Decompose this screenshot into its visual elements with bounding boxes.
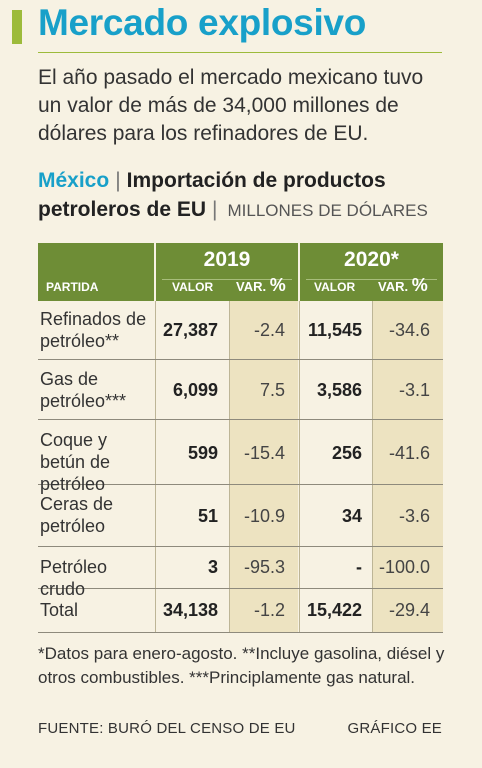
- row-label-ceras: Ceras de petróleo: [40, 494, 114, 536]
- col-header-pct-2019: %: [269, 275, 286, 295]
- header-divider-2019: [162, 279, 292, 280]
- units-label: MILLONES DE DÓLARES: [227, 201, 428, 220]
- source-line: FUENTE: BURÓ DEL CENSO DE EU: [38, 720, 296, 737]
- var-2019-coque: -15.4: [243, 443, 285, 463]
- row-label-crudo: Petróleo crudo: [40, 557, 108, 599]
- col-header-partida: PARTIDA: [46, 280, 99, 294]
- var-2019-gas: 7.5: [259, 380, 285, 400]
- value-2020-total: 15,422: [306, 600, 362, 620]
- col-header-valor-2020: VALOR: [314, 280, 356, 294]
- col-header-var-2019: VAR. %: [236, 275, 286, 296]
- lede-paragraph: El año pasado el mercado mexicano tuvo u…: [38, 66, 424, 145]
- var-2020-total: -29.4: [388, 600, 430, 620]
- column-separator-4: [372, 301, 373, 632]
- title-separator: |: [115, 169, 121, 192]
- col-header-var-2020-text: VAR.: [378, 279, 409, 294]
- var-2019-column-shade: [229, 301, 298, 632]
- row-rule: [38, 546, 443, 547]
- var-2020-gas: -3.1: [398, 380, 430, 400]
- header-divider-2020: [306, 279, 437, 280]
- country-label: México: [38, 169, 110, 192]
- row-rule: [38, 588, 443, 589]
- row-label-gas: Gas de petróleo***: [40, 369, 127, 411]
- col-header-pct-2020: %: [411, 275, 428, 295]
- row-rule: [38, 359, 443, 360]
- row-rule: [38, 484, 443, 485]
- var-2020-crudo: -100.0: [378, 557, 430, 577]
- units-separator: |: [212, 198, 218, 221]
- table-title: México | Importación de productos petroler…: [38, 166, 458, 225]
- year-2019: 2019: [203, 248, 251, 271]
- row-rule: [38, 632, 443, 633]
- value-2020-refinados: 11,545: [307, 320, 362, 340]
- title-rule: [38, 52, 442, 53]
- header-2019-bg: [156, 243, 298, 301]
- imports-table: 2019 2020* PARTIDA VALOR VAR. % VALOR VA…: [38, 243, 443, 633]
- value-2019-gas: 6,099: [172, 380, 218, 400]
- var-2020-column-shade: [372, 301, 443, 632]
- var-2019-total: -1.2: [253, 600, 285, 620]
- table-title-text: Importación de productos petroleros de E…: [38, 169, 386, 221]
- var-2019-ceras: -10.9: [243, 506, 285, 526]
- value-2019-coque: 599: [187, 443, 218, 463]
- column-separator-3: [299, 301, 300, 632]
- value-2019-crudo: 3: [207, 557, 218, 577]
- value-2020-coque: 256: [331, 443, 362, 463]
- column-separator-2: [229, 301, 230, 632]
- column-separator-1: [155, 301, 156, 632]
- value-2020-gas: 3,586: [316, 380, 362, 400]
- var-2020-ceras: -3.6: [398, 506, 430, 526]
- header-partida-bg: [38, 243, 154, 301]
- var-2020-coque: -41.6: [388, 443, 430, 463]
- year-2020: 2020*: [344, 248, 399, 271]
- value-2019-refinados: 27,387: [162, 320, 218, 340]
- var-2019-crudo: -95.3: [243, 557, 285, 577]
- headline: Mercado explosivo: [38, 2, 367, 43]
- var-2019-refinados: -2.4: [253, 320, 285, 340]
- footnote: *Datos para enero-agosto. **Incluye gaso…: [38, 644, 445, 687]
- row-rule: [38, 419, 443, 420]
- row-label-coque: Coque y betún de petróleo: [40, 430, 111, 494]
- value-2020-ceras: 34: [341, 506, 362, 526]
- graphic-credit: GRÁFICO EE: [347, 720, 442, 737]
- value-2020-crudo: -: [356, 557, 362, 577]
- value-2019-total: 34,138: [162, 600, 218, 620]
- row-label-total: Total: [40, 600, 79, 620]
- header-2020-bg: [300, 243, 443, 301]
- var-2020-refinados: -34.6: [388, 320, 430, 340]
- col-header-var-2020: VAR. %: [378, 275, 428, 296]
- accent-bar: [12, 10, 22, 44]
- value-2019-ceras: 51: [197, 506, 218, 526]
- row-label-refinados: Refinados de petróleo**: [40, 309, 147, 351]
- col-header-valor-2019: VALOR: [172, 280, 214, 294]
- col-header-var-2019-text: VAR.: [236, 279, 267, 294]
